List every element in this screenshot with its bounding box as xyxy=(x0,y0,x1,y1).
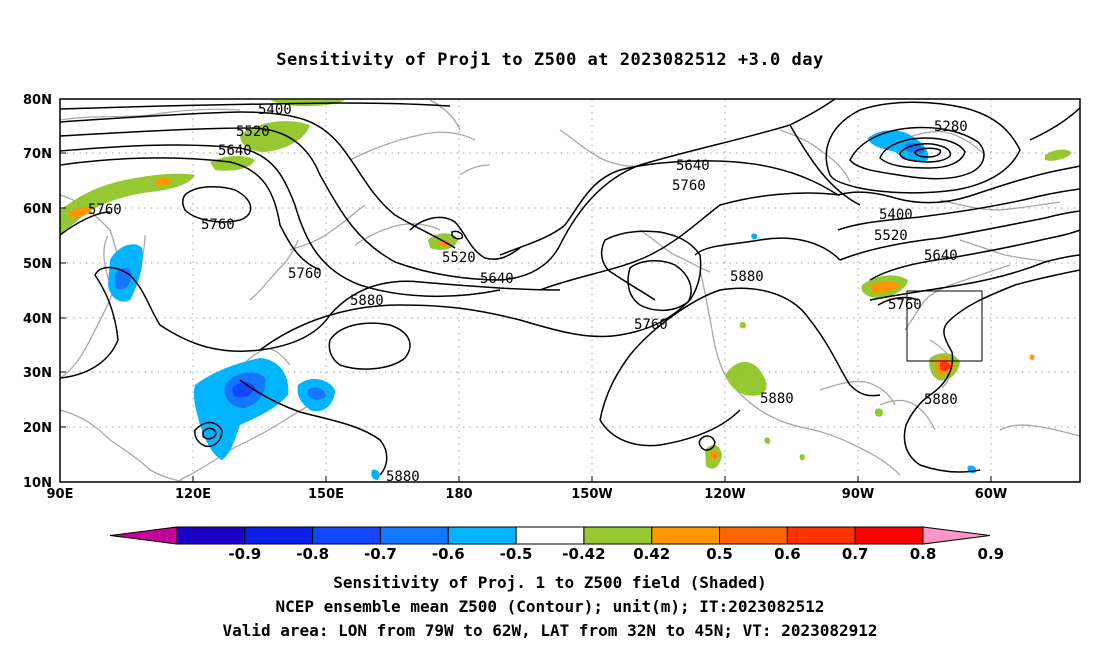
colorbar-left-arrow xyxy=(109,526,178,545)
contour-label: 5520 xyxy=(874,228,908,244)
colorbar-label: 0.42 xyxy=(633,545,670,563)
colorbar-box xyxy=(786,526,856,545)
lon-label: 90W xyxy=(842,487,874,502)
colorbar-box xyxy=(176,526,246,545)
contour-label: 5640 xyxy=(218,143,252,159)
colorbar-box xyxy=(651,526,721,545)
shade-green-small-5 xyxy=(799,453,805,461)
colorbar-label: 0.6 xyxy=(774,545,801,563)
shade-green-small-2 xyxy=(739,321,747,329)
contour-label: 5760 xyxy=(201,217,235,233)
colorbar-label: -0.9 xyxy=(228,545,261,563)
contour-label: 5880 xyxy=(730,269,764,285)
colorbar-label: 0.7 xyxy=(842,545,869,563)
shade-orange-newfoundland xyxy=(870,281,900,293)
colorbar-box xyxy=(447,526,517,545)
contour-label: 5520 xyxy=(236,124,270,140)
map-title: Sensitivity of Proj1 to Z500 at 20230825… xyxy=(276,50,824,70)
colorbar-label: 0.5 xyxy=(706,545,733,563)
shade-green-small-1 xyxy=(874,408,883,417)
contour-label: 5760 xyxy=(672,178,706,194)
lon-label: 90E xyxy=(47,487,74,502)
map-frame xyxy=(59,98,1081,483)
valid-area-box xyxy=(906,290,983,362)
contour-label: 5760 xyxy=(88,202,122,218)
caption-line-3: Valid area: LON from 79W to 62W, LAT fro… xyxy=(222,621,878,640)
contour-label: 5280 xyxy=(934,119,968,135)
z500-contours xyxy=(59,98,1081,476)
colorbar-label: 0.8 xyxy=(910,545,937,563)
colorbar-box xyxy=(719,526,788,545)
shade-orange-arctic-2 xyxy=(155,177,172,186)
shade-orange-small-4 xyxy=(1029,354,1035,360)
shade-orange-pacific-south xyxy=(710,450,718,461)
contour-label: 5880 xyxy=(924,392,958,408)
colorbar: -0.9 -0.8 -0.7 -0.6 -0.5 -0.42 0.42 0.5 0.6 0.7 0.… xyxy=(109,526,1005,563)
contour-label: 5760 xyxy=(288,266,322,282)
shade-orange-arctic xyxy=(70,206,92,218)
lat-label: 60N xyxy=(23,202,52,217)
lat-label: 10N xyxy=(23,476,52,491)
colorbar-label: -0.6 xyxy=(432,545,465,563)
contour-label: 5640 xyxy=(676,158,710,174)
contour-label: 5760 xyxy=(634,317,668,333)
contour-label: 5400 xyxy=(258,102,292,118)
colorbar-box xyxy=(244,526,314,545)
lon-label: 150E xyxy=(308,487,344,502)
contour-label: 5640 xyxy=(480,271,514,287)
colorbar-label: 0.9 xyxy=(978,545,1005,563)
colorbar-box xyxy=(379,526,449,545)
latitude-labels: 80N 70N 60N 50N 40N 30N 20N 10N xyxy=(23,93,52,491)
contour-label: 5520 xyxy=(442,250,476,266)
tick-marks xyxy=(60,98,992,483)
contour-label: 5640 xyxy=(924,248,958,264)
lat-label: 70N xyxy=(23,147,52,162)
shade-green-europe xyxy=(1045,149,1072,161)
colorbar-box xyxy=(854,526,924,545)
lat-label: 40N xyxy=(23,312,52,327)
colorbar-label: -0.42 xyxy=(562,545,605,563)
lon-label: 180 xyxy=(445,487,472,502)
map-panel: 5400 5520 5640 5760 5760 5520 5640 5760 … xyxy=(23,93,1081,502)
colorbar-label: -0.8 xyxy=(296,545,329,563)
shade-red-atlantic xyxy=(940,361,951,371)
shade-blue-east-inner xyxy=(308,387,326,400)
colorbar-label: -0.5 xyxy=(500,545,533,563)
contour-label: 5400 xyxy=(879,207,913,223)
lon-label: 120W xyxy=(704,487,745,502)
colorbar-box xyxy=(312,526,381,545)
contour-label: 5880 xyxy=(760,391,794,407)
lat-label: 30N xyxy=(23,366,52,381)
lon-label: 150W xyxy=(571,487,612,502)
gridlines xyxy=(60,99,1080,482)
shade-green-small-3 xyxy=(764,437,771,444)
colorbar-label: -0.7 xyxy=(364,545,397,563)
longitude-labels: 90E 120E 150E 180 150W 120W 90W 60W xyxy=(47,487,1008,502)
contour-label-group: 5400 5520 5640 5760 5760 5520 5640 5760 … xyxy=(88,102,968,485)
caption-line-2: NCEP ensemble mean Z500 (Contour); unit(… xyxy=(275,597,825,616)
lat-label: 80N xyxy=(23,93,52,108)
shade-green-mexico xyxy=(725,361,767,396)
contour-label: 5760 xyxy=(888,297,922,313)
caption-line-1: Sensitivity of Proj. 1 to Z500 field (Sh… xyxy=(333,573,767,592)
colorbar-box xyxy=(583,526,653,545)
lon-label: 120E xyxy=(175,487,211,502)
colorbar-box xyxy=(515,526,585,545)
shade-green-arctic-1 xyxy=(60,173,195,235)
contour-label: 5880 xyxy=(350,293,384,309)
shade-orange-pacific xyxy=(438,239,450,247)
shade-blue-small-2 xyxy=(751,233,758,240)
shade-blue-small xyxy=(371,469,380,480)
shade-blue-greenland-inner xyxy=(905,142,925,155)
lat-label: 50N xyxy=(23,257,52,272)
lat-label: 20N xyxy=(23,421,52,436)
colorbar-right-arrow xyxy=(922,526,991,545)
contour-label: 5880 xyxy=(386,469,420,485)
lon-label: 60W xyxy=(975,487,1007,502)
